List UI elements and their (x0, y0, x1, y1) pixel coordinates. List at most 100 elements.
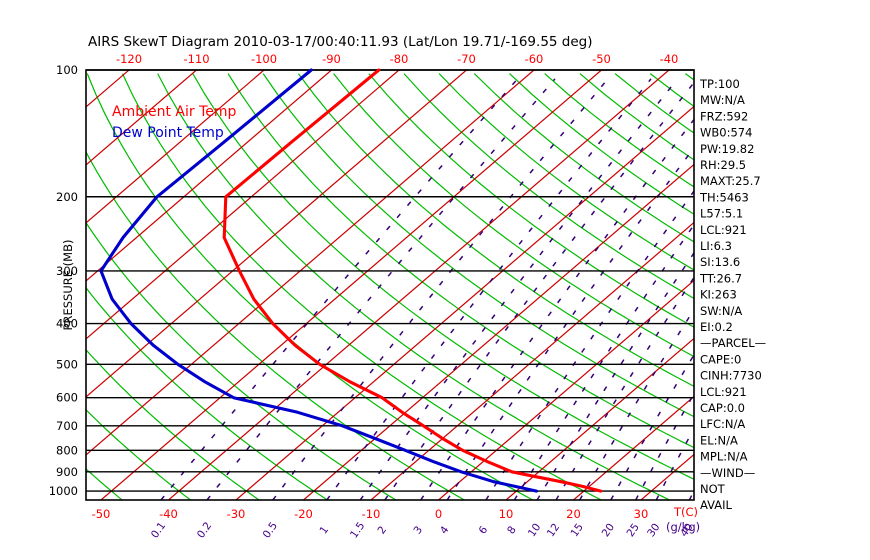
bottom-temp-tick--40: -40 (159, 507, 178, 521)
top-temp-tick--80: -80 (390, 52, 409, 66)
index-wb0574: WB0:574 (700, 126, 752, 140)
mixing-ratio-lines (160, 78, 694, 500)
isotherm-30 (640, 454, 694, 500)
index-l5751: L57:5.1 (700, 207, 743, 221)
dry-adiabat-120 (473, 73, 694, 243)
mixing-ratio-8 (513, 223, 694, 500)
mixing-ratio-tick-8: 8 (505, 524, 519, 536)
index-ei02: EI:0.2 (700, 320, 733, 334)
mixing-ratio-tick-labels: 0.1 0.2 0.5 1 1.5 2 3 4 6 8 10 12 15 20 25 30 40 (149, 520, 696, 541)
pressure-tick-600: 600 (56, 391, 78, 405)
pressure-tick-200: 200 (56, 190, 78, 204)
index-lfcna: LFC:N/A (700, 417, 745, 431)
bottom-temperature-tick-labels: -50 -40 -30 -20 -10 0 10 20 30 (92, 507, 649, 521)
dry-adiabat-110 (438, 73, 694, 271)
mixing-ratio-0.5 (272, 78, 609, 500)
top-temp-tick--40: -40 (660, 52, 679, 66)
dry-adiabat-20 (121, 73, 602, 500)
top-temp-tick--50: -50 (592, 52, 611, 66)
mixing-ratio-3 (420, 118, 694, 500)
mixing-ratio-10 (536, 251, 694, 500)
dry-adiabat--30 (86, 348, 260, 500)
x-axis-label-mixing: (g/kg) (666, 520, 700, 534)
mixing-ratio-tick-12: 12 (545, 521, 563, 539)
dry-adiabat-0 (86, 150, 465, 500)
pressure-tick-100: 100 (56, 63, 78, 77)
mixing-ratio-30 (655, 426, 694, 500)
isotherm--120 (86, 70, 130, 108)
isotherm--60 (86, 70, 535, 456)
mixing-ratio-12 (555, 276, 694, 500)
top-temp-tick--100: -100 (251, 52, 277, 66)
index-mwna: MW:N/A (700, 93, 745, 107)
pressure-tick-1000: 1000 (49, 484, 78, 498)
isotherm--20 (303, 164, 694, 500)
top-temp-tick--70: -70 (457, 52, 476, 66)
mixing-ratio-tick-10: 10 (526, 521, 544, 539)
index-parcel: —PARCEL— (700, 336, 766, 350)
mixing-ratio-tick-30: 30 (645, 521, 663, 539)
pressure-tick-800: 800 (56, 443, 78, 457)
x-axis-label-temp: T(C) (673, 505, 698, 519)
mixing-ratio-tick-0.2: 0.2 (195, 520, 214, 541)
mixing-ratio-0.2 (206, 78, 556, 500)
index-lcl921: LCL:921 (700, 385, 747, 399)
ambient-air-temp-curve (222, 68, 603, 493)
dry-adiabat--60 (0, 74, 54, 500)
index-th5463: TH:5463 (699, 190, 749, 204)
index-si136: SI:13.6 (700, 255, 740, 269)
mixing-ratio-tick-0.5: 0.5 (261, 520, 280, 541)
index-swna: SW:N/A (700, 304, 742, 318)
index-tp100: TP:100 (699, 77, 740, 91)
dry-adiabat-130 (509, 73, 694, 215)
mixing-ratio-0.1 (160, 78, 519, 500)
mixing-ratio-1.5 (359, 78, 679, 500)
chart-title: AIRS SkewT Diagram 2010-03-17/00:40:11.9… (88, 34, 593, 50)
isotherm-lines (86, 70, 694, 500)
bottom-temp-tick--20: -20 (294, 507, 313, 521)
isotherm--40 (168, 70, 670, 500)
isotherm-10 (505, 338, 694, 500)
mixing-ratio-tick-4: 4 (438, 524, 452, 537)
top-temp-tick--90: -90 (322, 52, 341, 66)
index-cape0: CAPE:0 (700, 352, 741, 366)
index-mplna: MPL:N/A (700, 450, 748, 464)
dry-adiabat-100 (403, 73, 694, 300)
isotherm--100 (86, 70, 265, 224)
bottom-temp-tick--50: -50 (92, 507, 111, 521)
dry-adiabat--40 (86, 408, 191, 500)
mixing-ratio-tick-6: 6 (477, 524, 491, 537)
stability-indices-panel: TP:100 MW:N/A FRZ:592 WB0:574 PW:19.82 RH:29.… (699, 77, 766, 512)
bottom-temp-tick-20: 20 (566, 507, 581, 521)
legend-dew-point-temp: Dew Point Temp (112, 125, 224, 141)
dry-adiabat-220 (826, 74, 870, 216)
index-avail: AVAIL (700, 498, 733, 512)
mixing-ratio-tick-20: 20 (600, 521, 618, 539)
y-axis-label: PRESSURE (MB) (61, 240, 75, 331)
index-cap00: CAP:0.0 (700, 401, 745, 415)
index-ki263: KI:263 (700, 288, 737, 302)
mixing-ratio-tick-0.1: 0.1 (149, 520, 168, 541)
index-rh295: RH:29.5 (700, 158, 746, 172)
index-maxt257: MAXT:25.7 (700, 174, 761, 188)
dry-adiabat-60 (262, 73, 694, 418)
mixing-ratio-tick-3: 3 (411, 524, 425, 536)
index-frz592: FRZ:592 (700, 109, 748, 123)
mixing-ratio-15 (579, 308, 694, 500)
pressure-tick-400: 400 (56, 317, 78, 331)
top-temperature-tick-labels: -120 -110 -100 -90 -80 -70 -60 -50 -40 (116, 52, 678, 66)
mixing-ratio-2 (384, 81, 694, 500)
dry-adiabat-80 (333, 73, 694, 358)
top-temp-tick--110: -110 (183, 52, 209, 66)
pressure-tick-700: 700 (56, 419, 78, 433)
mixing-ratio-tick-1.5: 1.5 (348, 520, 367, 541)
index-pw1982: PW:19.82 (700, 142, 754, 156)
mixing-ratio-tick-2: 2 (376, 524, 390, 536)
dew-point-temp-curve (99, 68, 539, 493)
isotherm--50 (100, 70, 602, 500)
bottom-temp-tick-0: 0 (435, 507, 442, 521)
dry-adiabat-200 (756, 74, 870, 252)
index-not: NOT (700, 482, 726, 496)
